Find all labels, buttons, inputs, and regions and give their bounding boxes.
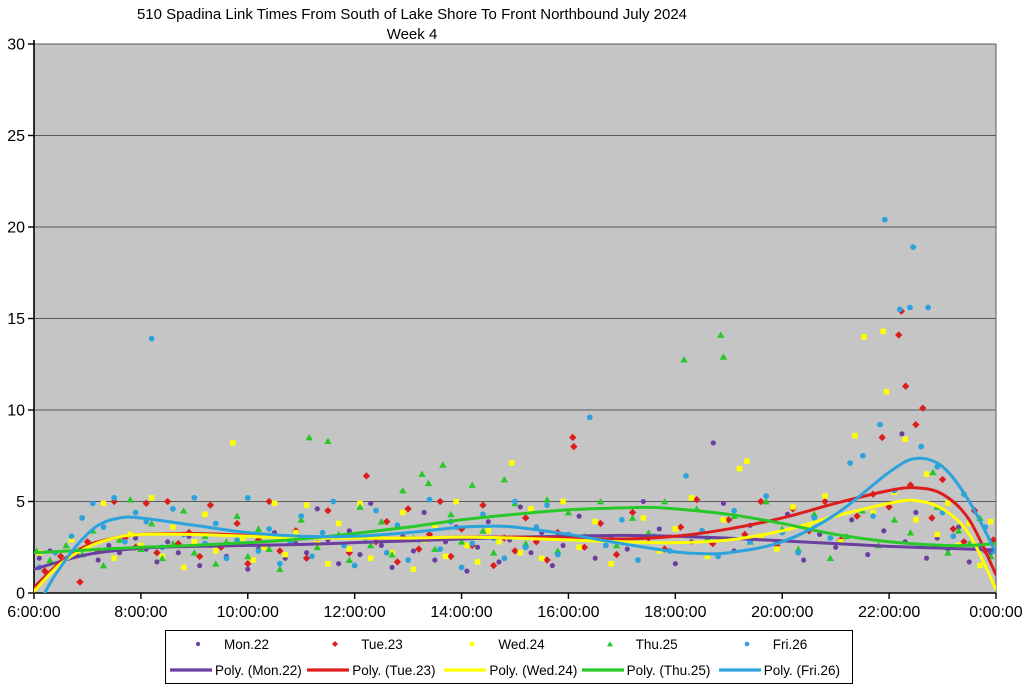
x-tick-label: 0:00:00: [969, 604, 1022, 621]
legend-item-poly-Thu.25: Poly. (Thu.25): [578, 657, 715, 683]
x-tick-label: 20:00:00: [751, 604, 813, 621]
legend-label: Mon.22: [224, 636, 270, 652]
legend-item-poly-Mon.22: Poly. (Mon.22): [166, 657, 303, 683]
y-tick-label: 25: [7, 128, 25, 145]
x-tick-label: 16:00:00: [537, 604, 599, 621]
legend-label: Poly. (Thu.25): [626, 662, 711, 678]
legend-label: Poly. (Mon.22): [215, 662, 302, 678]
x-tick-label: 10:00:00: [217, 604, 279, 621]
poly-curve-Thu.25: [34, 505, 996, 555]
circle-marker-icon: [744, 641, 750, 647]
legend-label: Fri.26: [772, 636, 808, 652]
x-tick-label: 22:00:00: [858, 604, 920, 621]
x-tick-label: 8:00:00: [114, 604, 167, 621]
legend-item-Thu.25: Thu.25: [578, 631, 715, 657]
chart-legend: Mon.22 Tue.23 Wed.24 Thu.25 Fri.26 Poly. (Mon…: [165, 630, 853, 684]
legend-item-poly-Fri.26: Poly. (Fri.26): [715, 657, 852, 683]
dot-marker-icon: [195, 641, 201, 647]
legend-label: Tue.23: [361, 636, 403, 652]
trendline-swatch-icon: [444, 668, 487, 672]
y-tick-label: 15: [7, 311, 25, 328]
y-tick-label: 20: [7, 220, 25, 237]
legend-label: Poly. (Tue.23): [352, 662, 436, 678]
legend-label: Thu.25: [635, 636, 678, 652]
legend-item-Mon.22: Mon.22: [166, 631, 303, 657]
y-tick-label: 5: [16, 494, 25, 511]
x-tick-label: 12:00:00: [324, 604, 386, 621]
trendline-swatch-icon: [581, 668, 624, 672]
trendline-swatch-icon: [307, 668, 350, 672]
legend-label: Poly. (Wed.24): [489, 662, 578, 678]
poly-curves-layer: [34, 456, 996, 593]
legend-item-poly-Wed.24: Poly. (Wed.24): [440, 657, 577, 683]
x-tick-label: 6:00:00: [7, 604, 60, 621]
y-tick-label: 30: [7, 37, 25, 54]
legend-item-poly-Tue.23: Poly. (Tue.23): [303, 657, 440, 683]
trendline-swatch-icon: [718, 668, 761, 672]
chart-subtitle: Week 4: [386, 26, 438, 43]
chart-title: 510 Spadina Link Times From South of Lak…: [136, 6, 688, 23]
legend-label: Poly. (Fri.26): [763, 662, 841, 678]
legend-item-Wed.24: Wed.24: [440, 631, 577, 657]
poly-curve-Wed.24: [34, 498, 996, 593]
x-tick-label: 18:00:00: [644, 604, 706, 621]
triangle-marker-icon: [606, 641, 613, 647]
legend-item-Tue.23: Tue.23: [303, 631, 440, 657]
y-tick-label: 10: [7, 403, 25, 420]
x-tick-label: 14:00:00: [430, 604, 492, 621]
legend-label: Wed.24: [498, 636, 545, 652]
poly-curve-Fri.26: [43, 456, 996, 593]
chart-title-block: 510 Spadina Link Times From South of Lak…: [0, 5, 824, 45]
y-tick-label: 0: [16, 586, 25, 603]
square-marker-icon: [470, 641, 475, 647]
trendline-swatch-icon: [170, 668, 212, 672]
legend-item-Fri.26: Fri.26: [715, 631, 852, 657]
diamond-marker-icon: [332, 641, 339, 647]
